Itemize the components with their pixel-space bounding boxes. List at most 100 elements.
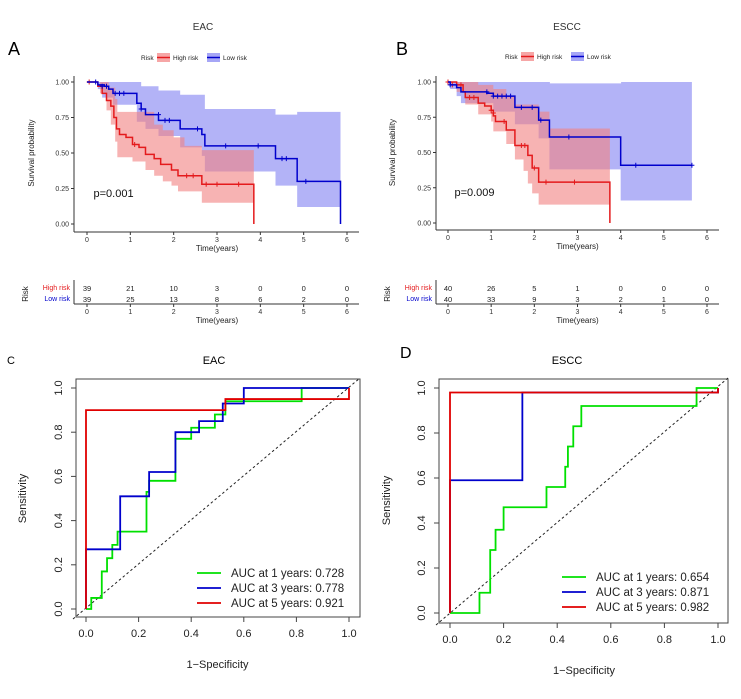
panel-a-censor-mark-high-risk [190, 173, 196, 179]
panel-b-x-tick-label: 2 [532, 235, 536, 242]
panel-b-x-tick-label: 4 [619, 235, 623, 242]
panel-a-risk-table-x-tick-label: 3 [215, 309, 219, 316]
panel-a-censor-mark-low-risk [166, 117, 172, 123]
panel-b-censor-mark-high-risk [471, 95, 477, 101]
panel-a-censor-mark-low-risk [283, 156, 289, 162]
panel-c-diagonal-reference-line [72, 377, 361, 620]
panel-b-censor-mark-low-risk [495, 93, 501, 99]
panel-d-legend-label-3y: AUC at 3 years: 0.871 [596, 587, 709, 599]
panel-a-curve-high-risk [87, 81, 255, 224]
panel-b-risk-table-x-label: Time(years) [556, 316, 599, 325]
panel-a-risk-table-cell: 3 [215, 284, 219, 293]
panel-c-y-axis-label: Sensitivity [17, 473, 29, 523]
panel-a-y-tick-label: 0.75 [55, 115, 69, 122]
panel-b-risk-table-cell: 3 [575, 295, 579, 304]
panel-b-risk-table-x-tick-label: 2 [532, 309, 536, 316]
panel-a-legend: Risk High risk Low risk [141, 53, 248, 62]
panel-b-censor-mark-low-risk [689, 162, 695, 168]
panel-a-y-tick-label: 0.00 [55, 222, 69, 229]
panel-c-legend-label-1y: AUC at 1 years: 0.728 [231, 568, 344, 580]
panel-a-risk-table-cell: 0 [258, 284, 262, 293]
panel-a-risk-table-x-tick-label: 4 [258, 309, 262, 316]
panel-b-x-axis-label: Time(years) [556, 242, 599, 251]
panel-c-legend-label-3y: AUC at 3 years: 0.778 [231, 583, 344, 595]
panel-a-censor-mark-low-risk [99, 83, 105, 89]
panel-b-risk-table-cell: 5 [532, 284, 536, 293]
panel-c-x-tick-label: 0.8 [289, 628, 304, 640]
panel-a-censor-mark-low-risk [162, 117, 168, 123]
panel-letter-d: D [400, 345, 412, 362]
panel-b-censor-mark-high-risk [458, 82, 464, 88]
panel-a-km-eac: A EAC Risk High risk Low risk 0.00 0.25 0.50 0… [8, 22, 359, 325]
panel-b-censor-mark-high-risk [531, 165, 537, 171]
panel-c-x-tick-label: 0.2 [131, 628, 146, 640]
panel-b-risk-table-cell: 2 [619, 295, 623, 304]
panel-b-x-tick-label: 1 [489, 235, 493, 242]
panel-a-censor-mark-low-risk [156, 112, 161, 118]
panel-a-censor-mark-low-risk [93, 79, 99, 85]
panel-b-risk-table-title: Risk [383, 285, 392, 302]
panel-b-y-tick-label: 0.00 [417, 221, 431, 228]
panel-letter-b: B [396, 39, 408, 59]
panel-b-censor-mark-low-risk [490, 93, 496, 99]
panel-b-censor-mark-high-risk [543, 179, 549, 185]
panel-d-y-tick-label: 0.8 [416, 425, 428, 440]
panel-a-x-tick-label: 0 [85, 237, 89, 244]
panel-a-x-tick-label: 6 [345, 237, 349, 244]
panel-b-ci-band-high-risk [448, 82, 610, 205]
panel-b-censor-mark-high-risk [490, 110, 496, 116]
panel-b-y-tick-label: 0.25 [417, 185, 431, 192]
panel-b-censor-mark-high-risk [488, 107, 494, 113]
panel-a-x-axis-label: Time(years) [196, 244, 239, 253]
panel-d-x-tick-label: 0.4 [550, 634, 565, 646]
panel-a-legend-title: Risk [141, 55, 154, 62]
panel-d-legend-label-5y: AUC at 5 years: 0.982 [596, 602, 709, 614]
panel-a-risk-table-cell: 0 [345, 284, 349, 293]
panel-a-risk-table-cell: 2 [302, 295, 306, 304]
panel-b-censor-mark-low-risk [499, 93, 505, 99]
panel-letter-c: C [7, 355, 15, 367]
panel-c-x-tick-label: 0.4 [184, 628, 199, 640]
panel-c-title: EAC [203, 355, 226, 367]
panel-a-risk-table-cell: 39 [83, 284, 91, 293]
panel-b-y-tick-label: 1.00 [417, 80, 431, 87]
panel-a-risk-table-x-tick-label: 1 [128, 309, 132, 316]
panel-d-roc-curve-1y [450, 387, 718, 614]
panel-a-risk-table-cell: 0 [345, 295, 349, 304]
panel-c-roc-eac: C EAC 0.0 0.2 0.4 0.6 0.8 1.0 0.0 0.2 0.4 0.6 0.8 1… [7, 355, 361, 671]
panel-d-x-tick-label: 0.8 [657, 634, 672, 646]
panel-b-y-tick-label: 0.50 [417, 150, 431, 157]
panel-a-censor-mark-low-risk [195, 126, 200, 132]
panel-b-risk-table-cell: 1 [662, 295, 666, 304]
panel-a-x-tick-label: 2 [172, 237, 176, 244]
panel-c-plot-box [75, 378, 361, 618]
panel-a-legend-label-low: Low risk [223, 55, 248, 62]
panel-a-censor-mark-low-risk [138, 106, 144, 112]
panel-b-risk-table-cell: 40 [444, 284, 452, 293]
panel-a-risk-table-x-tick-label: 5 [302, 309, 306, 316]
panel-b-title: ESCC [553, 22, 581, 33]
panel-b-censor-mark-low-risk [518, 104, 524, 110]
panel-b-p-value: p=0.009 [454, 187, 494, 199]
panel-a-y-tick-label: 1.00 [55, 80, 69, 87]
panel-a-censor-mark-low-risk [104, 83, 109, 89]
panel-c-y-tick-label: 1.0 [53, 380, 65, 395]
panel-a-censor-mark-low-risk [112, 90, 118, 96]
panel-d-y-tick-label: 0.2 [416, 560, 428, 575]
panel-b-risk-table-x-tick-label: 3 [576, 309, 580, 316]
panel-a-risk-table-cell: 8 [215, 295, 219, 304]
panel-b-censor-mark-low-risk [538, 117, 544, 123]
panel-a-p-value: p=0.001 [94, 188, 134, 200]
panel-a-risk-table-x-label: Time(years) [196, 316, 239, 325]
panel-a-legend-label-high: High risk [173, 55, 199, 62]
panel-a-risk-table-cell: 25 [126, 295, 134, 304]
panel-a-censor-mark-high-risk [132, 141, 138, 147]
panel-d-y-tick-label: 0.6 [416, 470, 428, 485]
panel-b-censor-mark-high-risk [522, 142, 528, 148]
panel-a-y-tick-label: 0.50 [55, 151, 69, 158]
panel-c-x-tick-label: 0.0 [78, 628, 93, 640]
panel-a-censor-mark-high-risk [184, 173, 190, 179]
panel-c-y-tick-label: 0.8 [53, 425, 65, 440]
panel-b-risk-table-x-tick-label: 6 [705, 309, 709, 316]
